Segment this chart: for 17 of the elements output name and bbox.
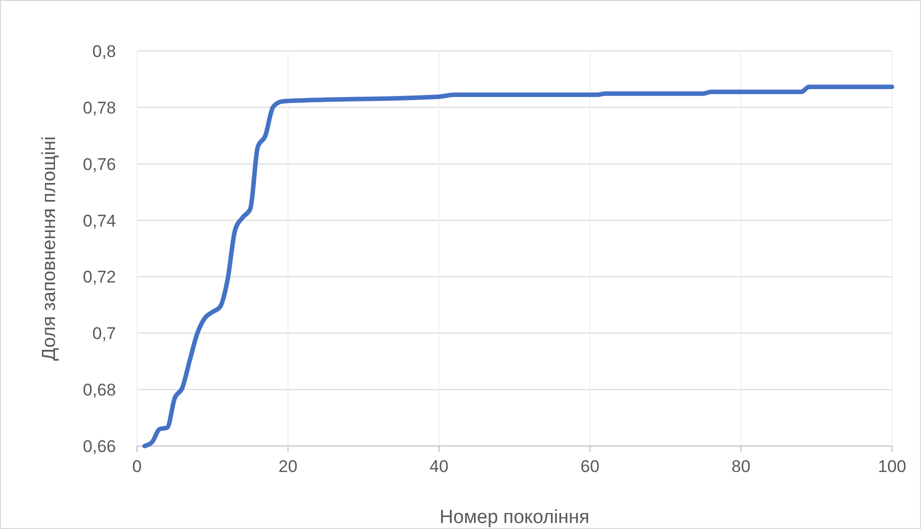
x-tick-label: 40: [430, 457, 448, 476]
y-tick-label: 0,78: [82, 98, 116, 118]
y-tick-label: 0,7: [92, 324, 116, 344]
y-tick-label: 0,66: [82, 437, 116, 456]
y-tick-label: 0,72: [82, 268, 116, 287]
x-tick-label: 80: [732, 457, 750, 476]
line-series: [142, 84, 894, 448]
y-tick-label: 0,68: [82, 380, 116, 400]
x-axis-title: Номер покоління: [440, 507, 590, 528]
x-tick-label: 0: [132, 457, 142, 476]
x-tick-label: 60: [580, 457, 600, 476]
x-tick-label: 100: [878, 457, 906, 476]
y-axis-title: Доля заповнення площіні: [39, 136, 60, 361]
y-tick-label: 0,74: [82, 211, 116, 230]
y-tick-label: 0,76: [82, 154, 116, 174]
x-tick-label: 20: [278, 457, 298, 476]
y-tick-label: 0,8: [92, 42, 116, 61]
